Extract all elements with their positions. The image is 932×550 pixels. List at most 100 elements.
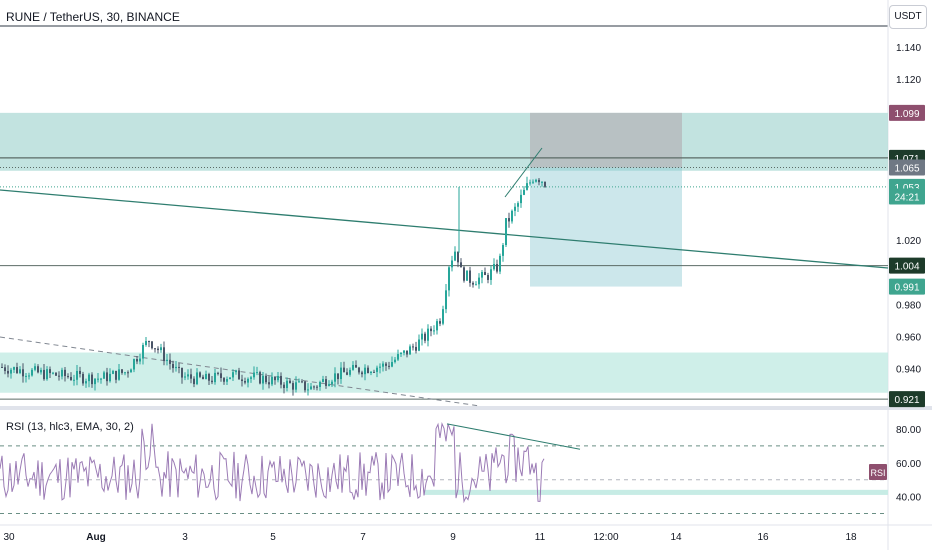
candle-body bbox=[247, 378, 249, 383]
candle-body bbox=[127, 372, 129, 374]
candle-body bbox=[343, 367, 345, 373]
candle-body bbox=[70, 376, 72, 381]
candle-body bbox=[199, 372, 201, 377]
candle-body bbox=[16, 367, 18, 373]
candle-body bbox=[385, 363, 387, 366]
candle-body bbox=[7, 370, 9, 374]
price-badge-0 bbox=[889, 104, 925, 121]
price-tick-5: 0.940 bbox=[896, 365, 921, 376]
candle-body bbox=[364, 367, 366, 375]
candle-body bbox=[496, 263, 498, 272]
candle-body bbox=[481, 272, 483, 278]
candle-body bbox=[235, 370, 237, 373]
candle-body bbox=[166, 359, 168, 362]
price-tick-4: 0.960 bbox=[896, 332, 921, 343]
candle-body bbox=[55, 372, 57, 376]
candle-body bbox=[331, 381, 333, 385]
candle-body bbox=[97, 378, 99, 380]
candle-body bbox=[319, 381, 321, 387]
price-badge-text-0: 1.099 bbox=[894, 109, 919, 120]
time-tick-4: 7 bbox=[360, 532, 366, 543]
candle-body bbox=[28, 375, 30, 377]
time-tick-6: 11 bbox=[535, 532, 546, 543]
candle-body bbox=[190, 374, 192, 379]
time-tick-9: 16 bbox=[757, 532, 769, 543]
candle-body bbox=[109, 373, 111, 382]
price-tick-2: 1.020 bbox=[896, 236, 921, 247]
candle-body bbox=[184, 376, 186, 378]
candle-body bbox=[37, 366, 39, 373]
candle-body bbox=[265, 375, 267, 383]
candle-body bbox=[256, 372, 258, 374]
candle-body bbox=[100, 378, 102, 380]
candle-body bbox=[136, 359, 138, 362]
candle-body bbox=[520, 194, 522, 204]
rsi-tick-2: 40.00 bbox=[896, 493, 921, 504]
candle-body bbox=[352, 364, 354, 370]
candle-body bbox=[391, 362, 393, 367]
candle-body bbox=[211, 380, 213, 383]
price-badge-text-2: 1.065 bbox=[894, 164, 919, 175]
price-tick-3: 0.980 bbox=[896, 300, 921, 311]
candle-body bbox=[388, 365, 390, 367]
time-tick-0: 30 bbox=[3, 532, 15, 543]
time-tick-7: 12:00 bbox=[593, 532, 618, 543]
candle-body bbox=[535, 179, 537, 182]
currency-button[interactable]: USDT bbox=[889, 5, 927, 29]
candle-body bbox=[130, 369, 132, 373]
candle-body bbox=[307, 389, 309, 391]
time-tick-10: 18 bbox=[845, 532, 857, 543]
candle-body bbox=[19, 369, 21, 373]
candle-body bbox=[403, 350, 405, 353]
candle-body bbox=[205, 373, 207, 380]
candle-body bbox=[475, 284, 477, 286]
candle-body bbox=[259, 372, 261, 384]
candle-body bbox=[253, 372, 255, 378]
candle-body bbox=[313, 386, 315, 388]
candle-body bbox=[238, 370, 240, 380]
candle-body bbox=[145, 341, 147, 345]
candle-body bbox=[196, 372, 198, 385]
candle-body bbox=[436, 321, 438, 331]
candle-body bbox=[511, 210, 513, 222]
candle-body bbox=[169, 359, 171, 364]
candle-body bbox=[544, 181, 546, 187]
price-badge-7 bbox=[889, 391, 925, 408]
candle-body bbox=[487, 275, 489, 280]
price-tick-1: 1.120 bbox=[896, 75, 921, 86]
candle-body bbox=[541, 181, 543, 183]
candle-body bbox=[304, 381, 306, 391]
candle-body bbox=[418, 339, 420, 351]
zone-0 bbox=[0, 112, 888, 171]
price-badge-4 bbox=[889, 188, 925, 205]
candle-body bbox=[361, 372, 363, 375]
candle-body bbox=[328, 384, 330, 386]
candle-body bbox=[178, 366, 180, 368]
candle-body bbox=[301, 381, 303, 383]
candle-body bbox=[262, 375, 264, 384]
candle-body bbox=[103, 372, 105, 379]
candle-body bbox=[337, 373, 339, 380]
candle-body bbox=[484, 272, 486, 276]
candle-body bbox=[88, 374, 90, 382]
rsi-badge bbox=[869, 464, 887, 480]
candle-body bbox=[334, 373, 336, 382]
candle-body bbox=[499, 255, 501, 272]
candle-body bbox=[454, 251, 456, 261]
candle-body bbox=[439, 321, 441, 324]
candle-body bbox=[43, 369, 45, 380]
candle-body bbox=[508, 218, 510, 222]
price-badge-2 bbox=[889, 159, 925, 176]
candle-body bbox=[64, 369, 66, 377]
candle-body bbox=[532, 181, 534, 183]
candle-body bbox=[76, 370, 78, 380]
candles bbox=[1, 176, 546, 396]
candle-body bbox=[274, 376, 276, 381]
candle-body bbox=[139, 358, 141, 362]
candle-body bbox=[91, 374, 93, 385]
candle-body bbox=[73, 379, 75, 381]
candle-body bbox=[250, 377, 252, 379]
candle-body bbox=[379, 366, 381, 368]
candle-body bbox=[85, 381, 87, 384]
